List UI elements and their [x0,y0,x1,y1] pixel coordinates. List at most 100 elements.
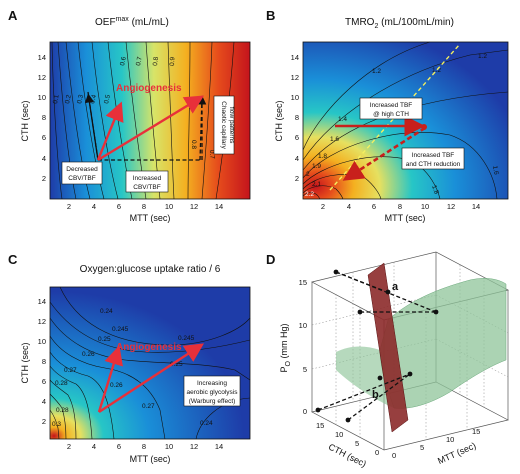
panel-c-x-ticks: 2 4 6 8 10 12 14 [67,442,223,451]
svg-text:12: 12 [190,202,198,211]
svg-text:10: 10 [446,435,454,444]
contour-label: 1.2 [478,53,487,60]
contour-label: 1.8 [318,153,327,160]
svg-text:aerobic glycolysis: aerobic glycolysis [187,389,239,396]
svg-text:6: 6 [42,377,46,386]
panel-b-ylabel: CTH (sec) [274,101,284,142]
contour-label: 0.7 [135,56,144,66]
panel-d-cth-ticks: 15 10 5 0 [316,421,379,457]
panel-a-red-arrow-2 [97,95,205,162]
contour-label: 0.26 [82,351,95,358]
panel-a-xlabel: MTT (sec) [130,213,171,223]
panel-d-cth-label: CTH (sec) [327,442,368,470]
svg-text:4: 4 [92,202,96,211]
panel-d-zlabel: PO (mm Hg) [279,324,292,373]
svg-text:15: 15 [316,421,324,430]
panel-d: D [266,251,509,470]
panel-a-x-ticks: 2 4 6 8 10 12 14 [67,202,223,211]
panel-d-letter: D [266,252,275,267]
svg-text:15: 15 [299,278,307,287]
panel-a-box-increased: Increased CBV/TBF [125,170,169,193]
panel-a-arrow-right-up [197,95,207,161]
contour-label: 0.26 [110,382,123,389]
svg-text:4: 4 [295,154,299,163]
contour-label: 2 [306,171,310,178]
svg-text:14: 14 [215,202,223,211]
svg-text:6: 6 [42,133,46,142]
contour-label: 0.7 [208,150,216,160]
contour-label: 0.24 [100,308,113,315]
contour-label: 2.2 [305,191,314,198]
svg-text:2: 2 [67,202,71,211]
panel-d-point-a-label: a [392,281,399,293]
contour-label: 0.2 [64,94,73,105]
svg-text:10: 10 [335,430,343,439]
contour-label: 0.245 [112,326,129,333]
svg-text:@ high CTH: @ high CTH [373,111,409,118]
panel-a-ylabel: CTH (sec) [20,101,30,142]
svg-text:6: 6 [117,202,121,211]
svg-text:10: 10 [421,202,429,211]
contour-label: 0.24 [200,420,213,427]
panel-b-box-high: Increased TBF @ high CTH [359,97,423,120]
contour-label: 1.2 [432,67,441,74]
panel-c-letter: C [8,252,18,267]
panel-b-x-ticks: 2 4 6 8 10 12 14 [321,202,480,211]
svg-text:10: 10 [165,202,173,211]
panel-a-box-decreased: Decreased CBV/TBF [61,161,103,185]
svg-text:15: 15 [472,427,480,436]
contour-label: 0.3 [76,94,85,105]
svg-text:5: 5 [420,443,424,452]
svg-text:0: 0 [392,451,396,460]
panel-c: C Oxygen:glucose uptake ratio / 6 0.24 0… [8,252,251,464]
contour-label: 1.9 [312,163,321,170]
contour-label: 1.6 [491,165,500,175]
svg-text:6: 6 [295,133,299,142]
svg-text:8: 8 [295,113,299,122]
svg-text:Chaotic capillary: Chaotic capillary [220,101,227,149]
panel-c-red-arrow-1 [97,345,123,413]
panel-b: B TMRO2 (mL/100mL/min) 1.2 1.2 1.2 1.4 1… [266,8,509,223]
panel-c-heatmap [49,286,251,440]
svg-text:10: 10 [38,93,46,102]
svg-text:6: 6 [117,442,121,451]
panel-d-mtt-ticks: 0 5 10 15 [392,427,480,460]
svg-text:10: 10 [38,337,46,346]
panel-b-contour-labels: 1.2 1.2 1.2 1.4 1.6 1.8 1.9 2 2.1 2.2 1.… [305,53,500,198]
panel-b-red-dot [421,124,427,130]
svg-text:and CTH reduction: and CTH reduction [406,161,461,168]
svg-text:8: 8 [398,202,402,211]
svg-text:8: 8 [42,113,46,122]
contour-label: 0.25 [98,336,111,343]
contour-label: 1.4 [338,116,347,123]
svg-text:5: 5 [355,439,359,448]
svg-text:5: 5 [303,365,307,374]
panel-d-point-b-label: b [372,389,379,401]
svg-text:4: 4 [42,154,46,163]
contour-label: 0.3 [52,421,61,428]
panel-c-angiogenesis-label: Angiogenesis [116,342,182,353]
svg-text:10: 10 [165,442,173,451]
panel-c-xlabel: MTT (sec) [130,454,171,464]
svg-text:10: 10 [299,321,307,330]
panel-c-red-arrow-2 [98,343,205,414]
svg-text:(Warburg effect): (Warburg effect) [189,398,236,405]
panel-a-red-arrow-1 [96,101,124,161]
panel-c-box-aerobic: Increasing aerobic glycolysis (Warburg e… [183,375,241,407]
svg-text:10: 10 [291,93,299,102]
panel-d-surface-front [336,346,394,408]
panel-c-contours [49,286,251,440]
panel-b-xlabel: MTT (sec) [385,213,426,223]
svg-text:12: 12 [291,73,299,82]
panel-b-box-reduction: Increased TBF and CTH reduction [401,147,465,170]
svg-text:14: 14 [38,297,46,306]
svg-text:4: 4 [42,397,46,406]
panel-a-arrow-up [84,93,99,161]
panel-a-y-ticks: 2 4 6 8 10 12 14 [38,53,46,183]
svg-text:CBV/TBF: CBV/TBF [68,175,95,182]
panel-a-box-chaotic: Chaotic capillary flow patterns [213,95,235,155]
svg-text:14: 14 [38,53,46,62]
contour-label: 0.6 [119,56,128,67]
contour-label: 1.8 [430,184,440,195]
panel-b-yellow-diagonal [329,43,461,191]
